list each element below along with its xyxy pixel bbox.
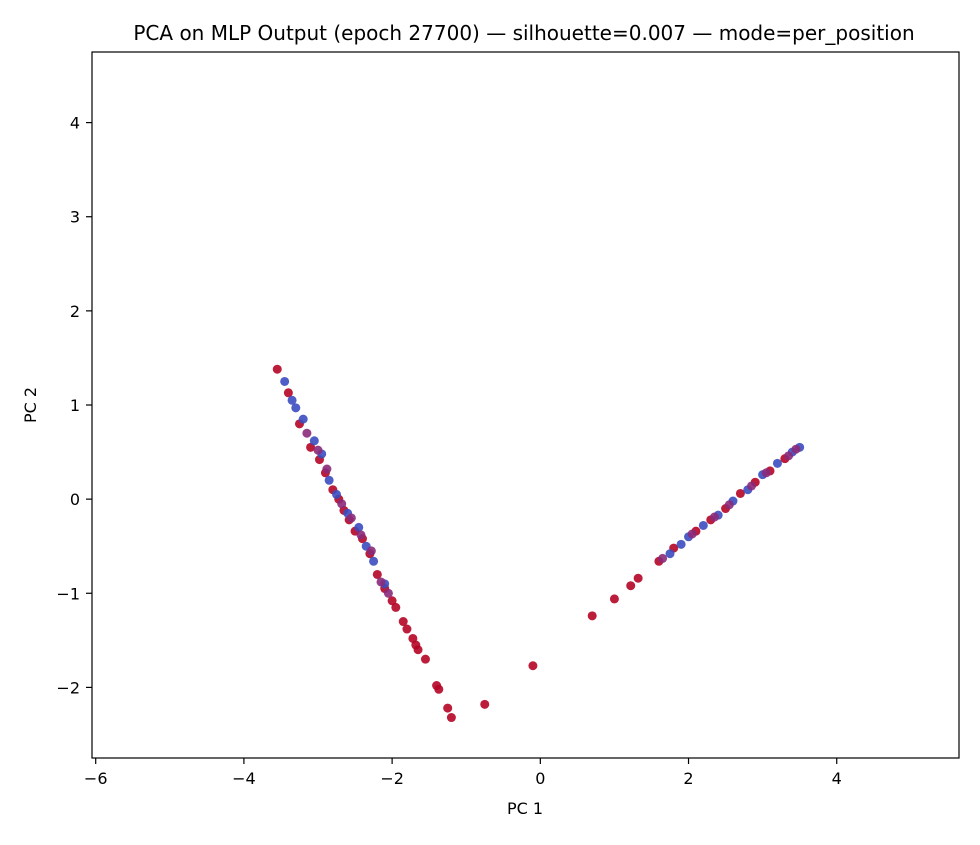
tick-layer: −6 −4 −2 0 2 4 −2 −1 0 1 2 3 4 bbox=[56, 114, 841, 788]
scatter-point bbox=[587, 611, 597, 621]
scatter-point bbox=[413, 645, 423, 655]
scatter-point bbox=[633, 573, 643, 583]
scatter-point bbox=[387, 596, 397, 606]
scatter-point bbox=[676, 539, 686, 549]
scatter-point bbox=[313, 445, 323, 455]
scatter-point bbox=[356, 530, 366, 540]
scatter-point bbox=[366, 546, 376, 556]
scatter-point bbox=[434, 684, 444, 694]
y-tick-label: 4 bbox=[70, 114, 80, 133]
scatter-point bbox=[280, 376, 290, 386]
scatter-point bbox=[346, 513, 356, 523]
scatter-point bbox=[724, 500, 734, 510]
x-tick-label: 2 bbox=[683, 769, 693, 788]
x-tick-label: −4 bbox=[232, 769, 256, 788]
scatter-point bbox=[528, 661, 538, 671]
scatter-point bbox=[443, 703, 453, 713]
scatter-point bbox=[709, 512, 719, 522]
scatter-point bbox=[402, 624, 412, 634]
scatter-point bbox=[324, 475, 334, 485]
scatter-point bbox=[272, 364, 282, 374]
scatter-point bbox=[609, 594, 619, 604]
scatter-point bbox=[761, 468, 771, 478]
scatter-point bbox=[698, 520, 708, 530]
scatter-point bbox=[420, 654, 430, 664]
scatter-point bbox=[291, 403, 301, 413]
scatter-point bbox=[298, 414, 308, 424]
x-axis-label: PC 1 bbox=[507, 799, 543, 818]
scatter-point bbox=[687, 529, 697, 539]
x-tick-label: 0 bbox=[535, 769, 545, 788]
x-tick-label: −6 bbox=[84, 769, 108, 788]
scatter-point bbox=[626, 581, 636, 591]
scatter-point bbox=[283, 388, 293, 398]
scatter-point bbox=[302, 428, 312, 438]
scatter-point bbox=[376, 577, 386, 587]
scatter-point bbox=[309, 436, 319, 446]
points-layer bbox=[272, 364, 805, 723]
scatter-point bbox=[332, 489, 342, 499]
scatter-point bbox=[287, 395, 297, 405]
scatter-point bbox=[480, 699, 490, 709]
y-axis-label: PC 2 bbox=[21, 387, 40, 423]
scatter-point bbox=[322, 464, 332, 474]
scatter-point bbox=[369, 556, 379, 566]
x-tick-label: −2 bbox=[380, 769, 404, 788]
scatter-point bbox=[772, 458, 782, 468]
scatter-point bbox=[354, 522, 364, 532]
chart-title: PCA on MLP Output (epoch 27700) — silhou… bbox=[133, 21, 914, 45]
y-tick-label: 0 bbox=[70, 490, 80, 509]
scatter-point bbox=[383, 588, 393, 598]
y-tick-label: −1 bbox=[56, 584, 80, 603]
plot-frame bbox=[91, 51, 960, 759]
scatter-point bbox=[658, 553, 668, 563]
scatter-point bbox=[372, 569, 382, 579]
scatter-point bbox=[791, 444, 801, 454]
scatter-point bbox=[735, 488, 745, 498]
y-tick-label: −2 bbox=[56, 678, 80, 697]
y-tick-label: 1 bbox=[70, 396, 80, 415]
y-tick-label: 2 bbox=[70, 302, 80, 321]
scatter-point bbox=[306, 442, 316, 452]
scatter-point bbox=[747, 481, 757, 491]
scatter-point bbox=[665, 549, 675, 559]
scatter-point bbox=[446, 713, 456, 723]
scatter-point bbox=[784, 451, 794, 461]
x-tick-label: 4 bbox=[832, 769, 842, 788]
scatter-point bbox=[337, 499, 347, 509]
y-tick-label: 3 bbox=[70, 208, 80, 227]
scatter-point bbox=[391, 602, 401, 612]
scatter-point bbox=[398, 617, 408, 627]
